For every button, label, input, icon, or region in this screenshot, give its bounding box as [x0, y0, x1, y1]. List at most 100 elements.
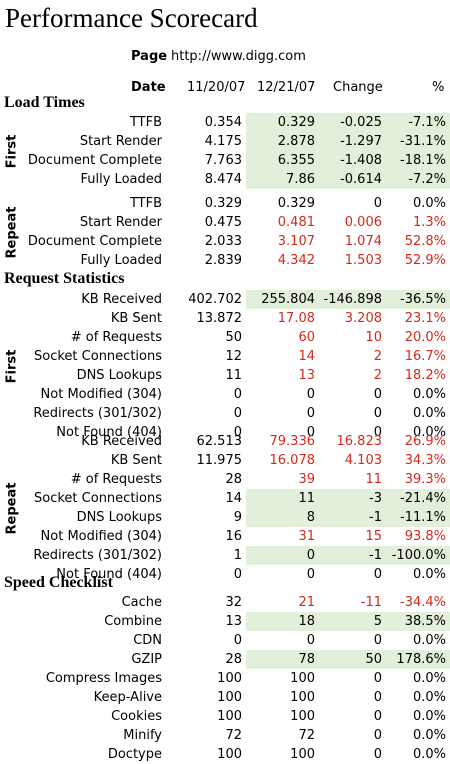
value-date1: 1 — [233, 548, 242, 563]
metric-label: Document Complete — [27, 153, 162, 168]
value-date2: 6.355 — [246, 151, 319, 170]
value-date1: 72 — [225, 728, 242, 743]
value-date1: 11 — [225, 368, 242, 383]
section-title: Request Statistics — [4, 270, 125, 287]
table-row: Not Found (404) 0 0 0 0.0% — [0, 423, 450, 442]
percent-change: 0.0% — [412, 387, 446, 402]
percent-change: -21.4% — [386, 489, 450, 508]
percent-change: 26.9% — [404, 434, 446, 449]
value-date1: 0.329 — [204, 196, 242, 211]
change-value: 15 — [365, 529, 382, 544]
value-date2: 78 — [246, 650, 319, 669]
value-date2: 0 — [306, 425, 315, 440]
table-row: Document Complete 2.033 3.107 1.074 52.8% — [0, 232, 450, 251]
change-value: -146.898 — [319, 290, 386, 309]
change-value: 0 — [373, 567, 382, 582]
value-date2: 0.329 — [246, 113, 319, 132]
change-value: 50 — [319, 650, 386, 669]
value-date2: 3.107 — [277, 234, 315, 249]
table-row: Doctype 100 100 0 0.0% — [0, 745, 450, 764]
value-date2: 4.342 — [277, 253, 315, 268]
percent-change: -34.4% — [400, 595, 446, 610]
percent-change: 52.9% — [404, 253, 446, 268]
value-date2: 0 — [306, 406, 315, 421]
table-row: KB Received 62.513 79.336 16.823 26.9% — [0, 432, 450, 451]
percent-change: 0.0% — [412, 196, 446, 211]
percent-change: -7.2% — [386, 170, 450, 189]
table-row: KB Sent 11.975 16.078 4.103 34.3% — [0, 451, 450, 470]
change-value: 0 — [373, 747, 382, 762]
value-date2: 72 — [298, 728, 315, 743]
table-row: KB Received 402.702 255.804 -146.898 -36.5% — [0, 290, 450, 309]
value-date2: 0 — [306, 567, 315, 582]
table-row: Keep-Alive 100 100 0 0.0% — [0, 688, 450, 707]
percent-change: 0.0% — [412, 747, 446, 762]
change-value: 10 — [365, 330, 382, 345]
metric-label: Redirects (301/302) — [33, 548, 162, 563]
table-row: Cookies 100 100 0 0.0% — [0, 707, 450, 726]
table-row: Not Modified (304) 16 31 15 93.8% — [0, 527, 450, 546]
value-date1: 0.354 — [204, 115, 242, 130]
page-label: Page — [131, 49, 168, 64]
table-row: Compress Images 100 100 0 0.0% — [0, 669, 450, 688]
value-date1: 402.702 — [188, 292, 242, 307]
change-value: 0 — [373, 406, 382, 421]
metric-label: Not Found (404) — [56, 425, 162, 440]
metric-label: KB Sent — [110, 311, 162, 326]
value-date1: 100 — [217, 709, 242, 724]
table-row: Socket Connections 14 11 -3 -21.4% — [0, 489, 450, 508]
metric-label: KB Received — [81, 292, 162, 307]
value-date1: 28 — [225, 652, 242, 667]
metric-label: KB Sent — [110, 453, 162, 468]
value-date1: 7.763 — [204, 153, 242, 168]
percent-change: 18.2% — [404, 368, 446, 383]
table-row: Document Complete 7.763 6.355 -1.408 -18.1% — [0, 151, 450, 170]
change-value: 0 — [373, 387, 382, 402]
value-date2: 17.08 — [277, 311, 315, 326]
value-date2: 14 — [298, 349, 315, 364]
metric-label: CDN — [133, 633, 162, 648]
value-date2: 79.336 — [269, 434, 316, 449]
value-date1: 13.872 — [196, 311, 243, 326]
percent-change: 39.3% — [404, 472, 446, 487]
change-value: -3 — [319, 489, 386, 508]
table-row: # of Requests 50 60 10 20.0% — [0, 328, 450, 347]
metric-label: DNS Lookups — [76, 510, 162, 525]
metric-label: Socket Connections — [34, 349, 162, 364]
value-date2: 255.804 — [246, 290, 319, 309]
change-value: -0.025 — [319, 113, 386, 132]
table-row: Fully Loaded 2.839 4.342 1.503 52.9% — [0, 251, 450, 270]
table-row: KB Sent 13.872 17.08 3.208 23.1% — [0, 309, 450, 328]
value-date2: 0 — [306, 387, 315, 402]
table-row: GZIP 28 78 50 178.6% — [0, 650, 450, 669]
value-date1: 0 — [233, 567, 242, 582]
value-date1: 0 — [233, 425, 242, 440]
page-url[interactable]: http://www.digg.com — [171, 49, 306, 64]
change-value: 0 — [373, 633, 382, 648]
value-date1: 100 — [217, 747, 242, 762]
metric-label: Not Modified (304) — [40, 387, 162, 402]
value-date2: 2.878 — [246, 132, 319, 151]
change-value: 1.503 — [344, 253, 382, 268]
value-date1: 2.839 — [204, 253, 242, 268]
metric-label: DNS Lookups — [76, 368, 162, 383]
value-date1: 12 — [225, 349, 242, 364]
percent-change: 0.0% — [412, 567, 446, 582]
value-date1: 11.975 — [196, 453, 243, 468]
table-row: Redirects (301/302) 0 0 0 0.0% — [0, 404, 450, 423]
change-value: 5 — [319, 612, 386, 631]
percent-change: 0.0% — [412, 728, 446, 743]
percent-change: -11.1% — [386, 508, 450, 527]
percent-change: 0.0% — [412, 633, 446, 648]
value-date1: 32 — [225, 595, 242, 610]
value-date1: 28 — [225, 472, 242, 487]
date-header: Date — [131, 80, 166, 95]
value-date2: 21 — [298, 595, 315, 610]
value-date1: 16 — [225, 529, 242, 544]
table-row: # of Requests 28 39 11 39.3% — [0, 470, 450, 489]
percent-change: 0.0% — [412, 671, 446, 686]
value-date2: 0.481 — [277, 215, 315, 230]
metric-label: Not Found (404) — [56, 567, 162, 582]
metric-label: Keep-Alive — [93, 690, 162, 705]
value-date1: 62.513 — [196, 434, 243, 449]
